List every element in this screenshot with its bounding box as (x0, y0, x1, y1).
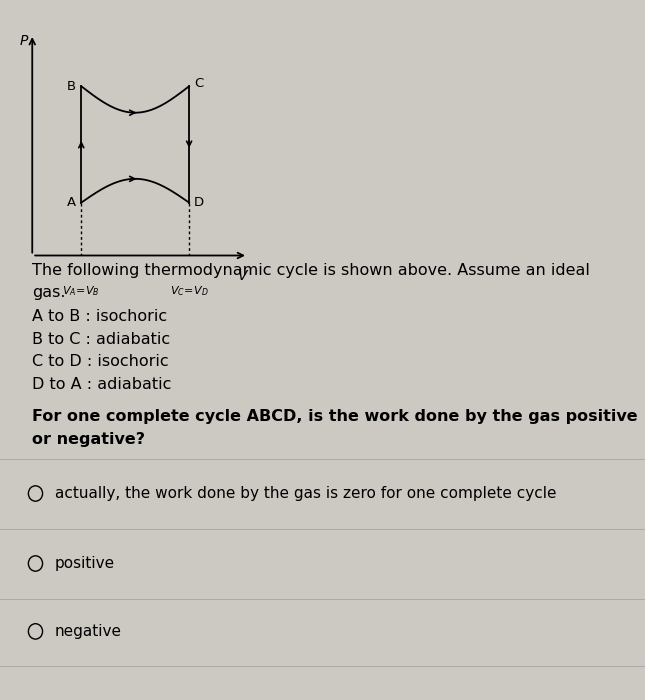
Text: positive: positive (55, 556, 115, 571)
Text: For one complete cycle ABCD, is the work done by the gas positive: For one complete cycle ABCD, is the work… (32, 410, 638, 424)
Text: C to D : isochoric: C to D : isochoric (32, 354, 169, 369)
Text: A to B : isochoric: A to B : isochoric (32, 309, 167, 324)
Text: $V_A\!=\!V_B$: $V_A\!=\!V_B$ (63, 285, 100, 298)
Text: V: V (238, 269, 248, 283)
Text: B: B (67, 80, 76, 93)
Text: C: C (194, 77, 204, 90)
Text: or negative?: or negative? (32, 432, 145, 447)
Text: negative: negative (55, 624, 122, 639)
Text: gas.: gas. (32, 285, 66, 300)
Text: D to A : adiabatic: D to A : adiabatic (32, 377, 172, 391)
Text: $V_C\!=\!V_D$: $V_C\!=\!V_D$ (170, 285, 208, 298)
Text: B to C : adiabatic: B to C : adiabatic (32, 332, 170, 346)
Text: The following thermodynamic cycle is shown above. Assume an ideal: The following thermodynamic cycle is sho… (32, 262, 590, 277)
Text: D: D (194, 196, 204, 209)
Text: A: A (67, 196, 76, 209)
Text: P: P (19, 34, 28, 48)
Text: actually, the work done by the gas is zero for one complete cycle: actually, the work done by the gas is ze… (55, 486, 557, 501)
